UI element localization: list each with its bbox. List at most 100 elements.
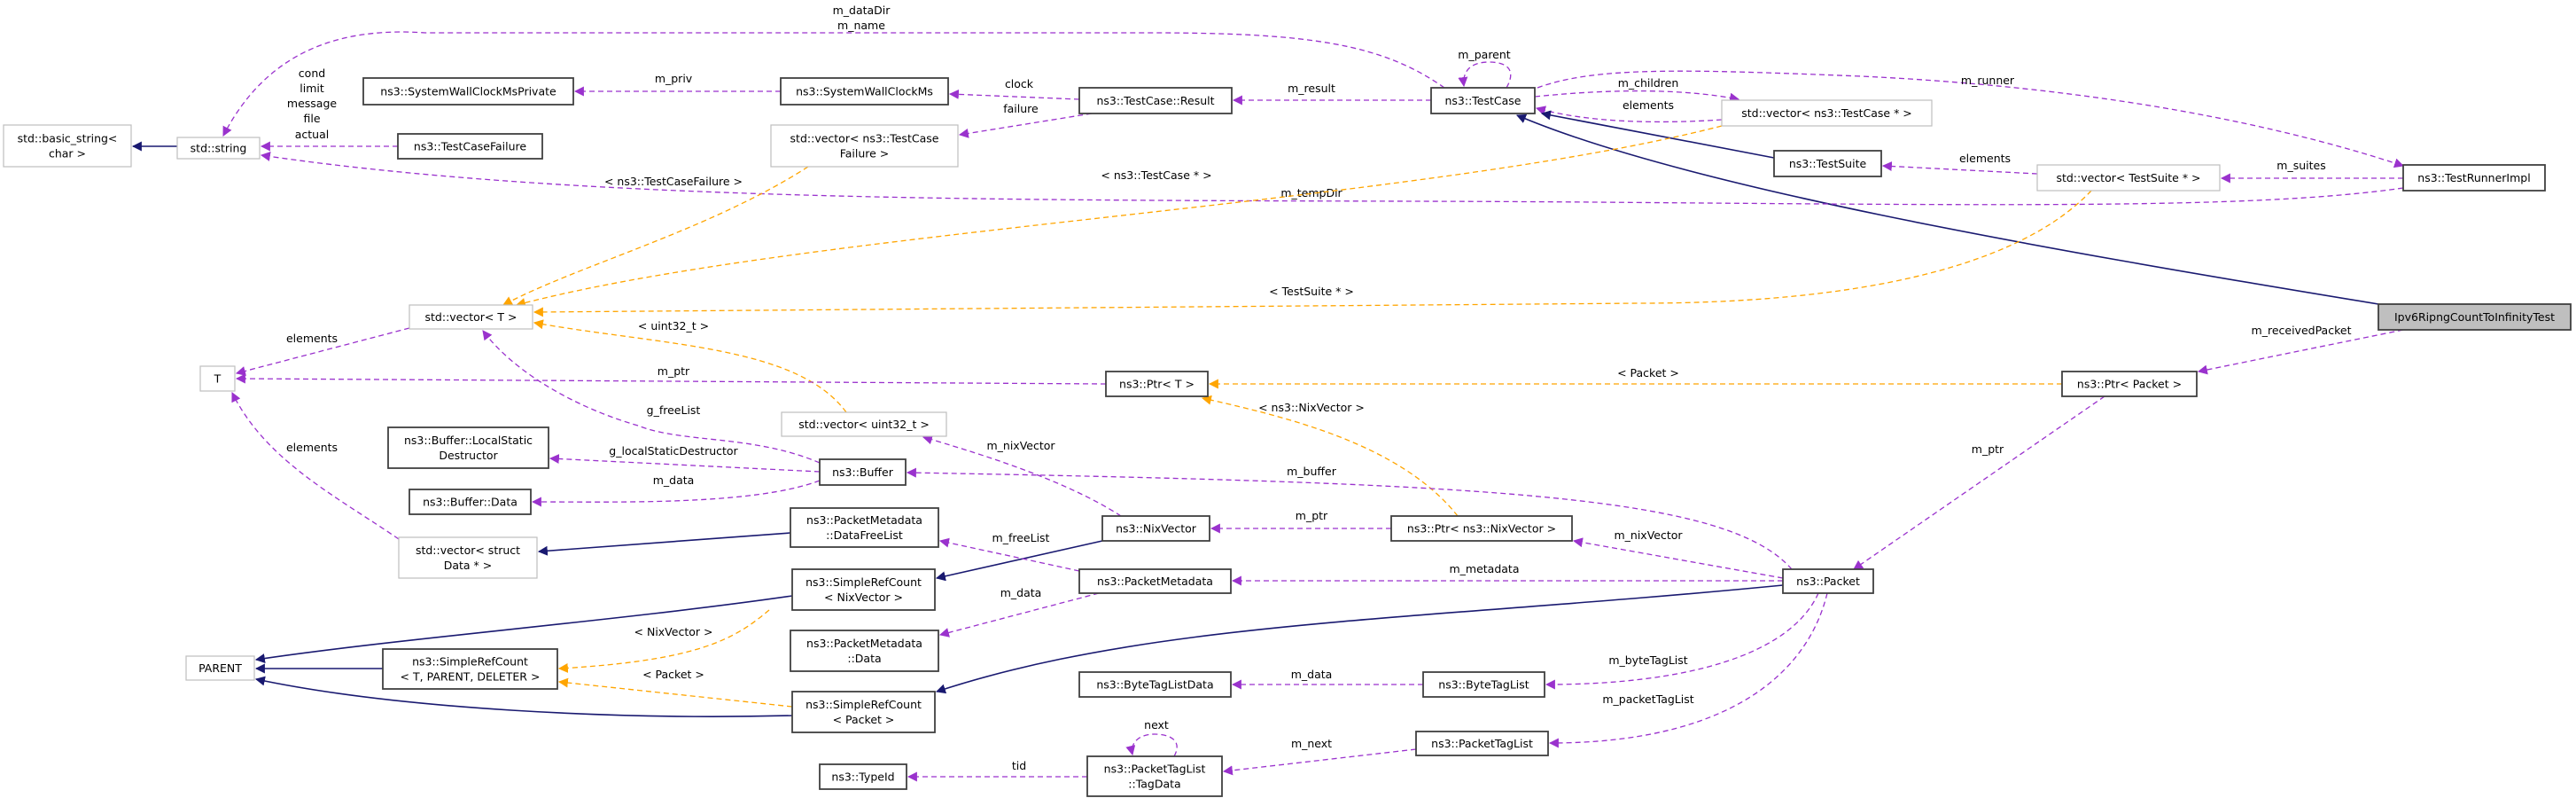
edge-label: m_data — [653, 473, 695, 487]
class-node-src-nix[interactable]: ns3::SimpleRefCount< NixVector > — [791, 568, 936, 611]
class-node-vec-u32[interactable]: std::vector< uint32_t > — [781, 411, 947, 437]
class-node-ptr-packet[interactable]: ns3::Ptr< Packet > — [2061, 371, 2198, 397]
class-box — [1430, 87, 1536, 114]
edge-packet-to-ptl: m_packetTagList — [1548, 592, 1828, 748]
class-node-pm-data[interactable]: ns3::PacketMetadata::Data — [790, 630, 939, 672]
class-node-tagdata[interactable]: ns3::PacketTagList::TagData — [1086, 755, 1223, 797]
edge-label: m_result — [1288, 82, 1335, 95]
member-edge-line — [1535, 106, 1723, 123]
edge-label: m_nixVector — [986, 439, 1055, 452]
class-node-ptr-nix[interactable]: ns3::Ptr< ns3::NixVector > — [1390, 515, 1573, 542]
class-node-packet[interactable]: ns3::Packet — [1782, 568, 1874, 594]
class-node-src-t[interactable]: ns3::SimpleRefCount< T, PARENT, DELETER … — [382, 648, 558, 690]
edge-vec_tsp-to-vec_t: < TestSuite * > — [533, 190, 2092, 317]
class-name: Ipv6RipngCountToInfinityTest — [2394, 310, 2555, 324]
edge-label: < Packet > — [642, 668, 704, 681]
edge-ptr_nix-to-nixvector: m_ptr — [1210, 509, 1391, 534]
class-node-src-packet[interactable]: ns3::SimpleRefCount< Packet > — [791, 691, 936, 733]
edge-src_packet-to-src_t: < Packet > — [557, 668, 793, 708]
class-name: std::vector< uint32_t > — [798, 418, 930, 431]
edge-label: cond — [299, 66, 325, 80]
inheritance-edge-line — [935, 584, 1784, 694]
class-node-pmetadata[interactable]: ns3::PacketMetadata — [1078, 568, 1232, 594]
class-node-ptl[interactable]: ns3::PacketTagList — [1415, 731, 1549, 756]
class-box — [382, 648, 558, 690]
class-box — [1782, 568, 1874, 594]
edge-label: clock — [1005, 77, 1034, 90]
edge-label: m_packetTagList — [1602, 692, 1693, 706]
class-box — [2378, 303, 2572, 331]
member-edge-line — [531, 480, 821, 507]
class-node-tc-result[interactable]: ns3::TestCase::Result — [1078, 87, 1233, 114]
class-node-basic-string[interactable]: std::basic_string<char > — [3, 124, 132, 168]
class-name: ns3::TestRunnerImpl — [2417, 171, 2530, 184]
class-node-parent[interactable]: PARENT — [185, 655, 255, 681]
class-box — [790, 630, 939, 672]
class-box — [819, 763, 907, 790]
class-box — [1422, 671, 1545, 698]
edge-label: elements — [286, 332, 338, 345]
edge-label: elements — [1959, 152, 2011, 165]
edge-ptr_t-to-t: m_ptr — [235, 364, 1107, 385]
class-node-pm-dfl[interactable]: ns3::PacketMetadata::DataFreeList — [790, 507, 939, 548]
class-node-buf-data[interactable]: ns3::Buffer::Data — [409, 489, 532, 515]
class-node-ptr-t[interactable]: ns3::Ptr< T > — [1105, 371, 1209, 397]
class-name: ::DataFreeList — [826, 528, 903, 542]
edge-nixvector-to-src_nix — [935, 540, 1103, 582]
class-node-buffer[interactable]: ns3::Buffer — [819, 458, 907, 486]
class-node-t[interactable]: T — [199, 365, 236, 392]
class-node-vec-t[interactable]: std::vector< T > — [409, 304, 533, 330]
class-name: std::vector< TestSuite * > — [2056, 171, 2200, 184]
template-edge-line — [515, 125, 1723, 308]
edge-src_nix-to-src_t: < NixVector > — [557, 609, 770, 673]
class-node-vec-tcp[interactable]: std::vector< ns3::TestCase * > — [1721, 99, 1933, 127]
edge-label: elements — [286, 441, 338, 454]
class-box — [2036, 164, 2221, 192]
inheritance-edge-line — [254, 676, 793, 717]
edge-label: m_suites — [2276, 159, 2325, 172]
edge-label: < ns3::TestCaseFailure > — [604, 175, 743, 188]
template-edge-line — [557, 677, 793, 708]
class-node-nixvector[interactable]: ns3::NixVector — [1101, 515, 1210, 542]
class-box — [1078, 671, 1232, 698]
edge-packet-to-buffer: m_buffer — [906, 465, 1793, 570]
class-node-typeid[interactable]: ns3::TypeId — [819, 763, 907, 790]
class-name: Failure > — [840, 147, 890, 160]
class-node-vec-tsp[interactable]: std::vector< TestSuite * > — [2036, 164, 2221, 192]
class-node-tc-failure[interactable]: ns3::TestCaseFailure — [397, 133, 543, 160]
edge-testcase-to-vec_tcp: m_children — [1534, 76, 1740, 103]
edge-label: < ns3::NixVector > — [1258, 401, 1365, 414]
edge-label: m_tempDir — [1280, 186, 1342, 200]
edge-testcase-to-tc_result: m_result — [1232, 82, 1431, 106]
edge-label: m_children — [1618, 76, 1679, 90]
edge-tagdata-to-typeid: tid — [907, 759, 1087, 782]
class-name: char > — [49, 147, 86, 160]
edge-label: m_name — [837, 19, 885, 32]
class-name: ns3::SimpleRefCount — [805, 698, 922, 711]
edge-label: m_freeList — [992, 531, 1050, 544]
class-node-testsuite[interactable]: ns3::TestSuite — [1773, 150, 1882, 177]
member-edge-line — [1572, 537, 1784, 579]
class-node-ipv6[interactable]: Ipv6RipngCountToInfinityTest — [2378, 303, 2572, 331]
edge-packet-to-btl: m_byteTagList — [1545, 592, 1819, 690]
edge-vec_data-to-t: elements — [231, 392, 400, 540]
class-node-swcm[interactable]: ns3::SystemWallClockMs — [780, 77, 949, 106]
template-edge-line — [1201, 395, 1459, 517]
class-node-vec-tcf[interactable]: std::vector< ns3::TestCaseFailure > — [770, 124, 959, 168]
member-edge-line — [235, 373, 1107, 385]
class-node-btl[interactable]: ns3::ByteTagList — [1422, 671, 1545, 698]
edges-layer: m_dataDir m_name m_priv clock failure m_resul… — [131, 4, 2405, 782]
member-edge-line — [1534, 90, 1740, 103]
member-edge-line — [958, 113, 1093, 138]
edge-label: g_localStaticDestructor — [609, 444, 738, 458]
class-node-btl-data[interactable]: ns3::ByteTagListData — [1078, 671, 1232, 698]
class-node-swcm-private[interactable]: ns3::SystemWallClockMsPrivate — [362, 77, 574, 106]
class-node-runner[interactable]: ns3::TestRunnerImpl — [2402, 164, 2546, 192]
class-node-testcase[interactable]: ns3::TestCase — [1430, 87, 1536, 114]
class-name: ns3::PacketTagList — [1431, 737, 1533, 750]
edge-label: m_receivedPacket — [2252, 324, 2352, 337]
edge-packet-to-src_packet — [935, 584, 1784, 694]
class-node-std-string[interactable]: std::string — [176, 137, 261, 160]
